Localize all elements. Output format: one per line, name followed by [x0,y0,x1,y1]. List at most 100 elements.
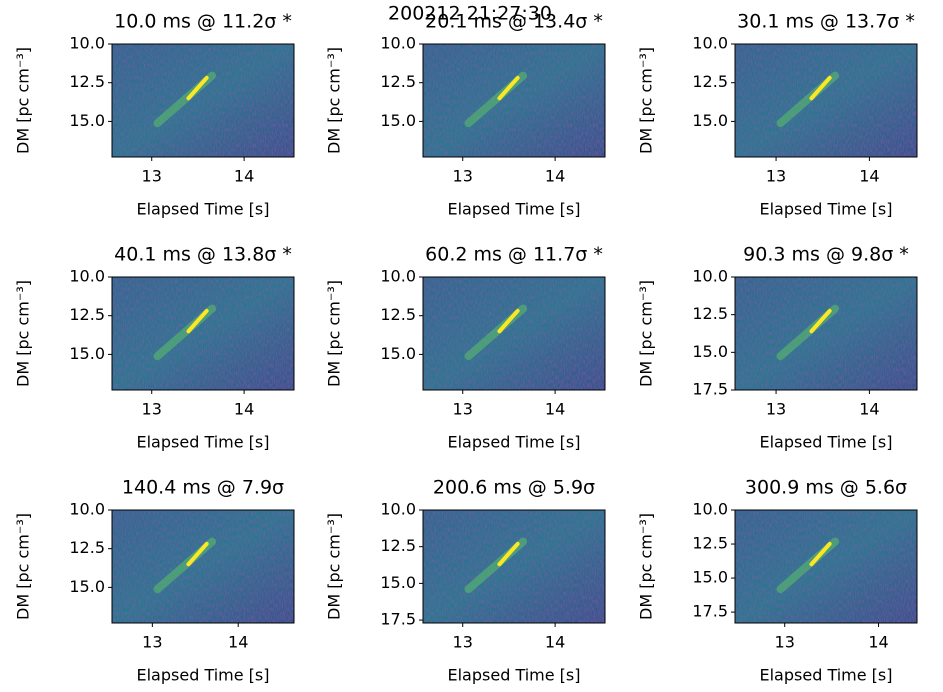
plot-frame [111,43,295,158]
plot-frame [422,276,606,391]
plot-frame [111,509,295,624]
chart-title: 200.6 ms @ 5.9σ [433,477,595,499]
chart-title: 40.1 ms @ 13.8σ * [114,244,292,266]
heatmap-noise [423,277,605,390]
x-axis-label: Elapsed Time [s] [760,666,893,685]
heatmap-noise [112,44,294,157]
x-tick-label: 14 [234,167,254,186]
plot-frame [422,509,606,624]
y-axis-label: DM [pc cm⁻³] [325,280,344,387]
heatmap-noise [112,277,294,390]
y-tick-label: 10.0 [692,34,728,53]
y-tick-label: 12.5 [380,536,416,555]
suptitle: 200212 21:27:30 [388,3,552,25]
heatmap-noise [423,44,605,157]
x-axis-label: Elapsed Time [s] [760,200,893,219]
y-tick-label: 12.5 [69,538,105,557]
y-tick-label: 12.5 [380,305,416,324]
x-tick-label: 13 [766,167,786,186]
y-tick-label: 15.0 [692,111,728,130]
chart-title: 140.4 ms @ 7.9σ [122,477,284,499]
x-tick-label: 13 [142,167,162,186]
y-tick-label: 17.5 [692,602,728,621]
chart-title: 60.2 ms @ 11.7σ * [425,244,603,266]
plot-frame [422,43,606,158]
signal-streak [497,75,520,101]
signal-streak [809,541,832,567]
x-tick-label: 14 [859,400,879,419]
x-tick-label: 13 [142,400,162,419]
y-tick-label: 17.5 [380,610,416,629]
heatmap-noise [735,277,917,390]
x-axis-label: Elapsed Time [s] [137,200,270,219]
x-tick-label: 13 [766,400,786,419]
plot-frame [111,276,295,391]
heatmap-noise [423,510,605,623]
y-tick-label: 12.5 [69,72,105,91]
chart-title: 10.0 ms @ 11.2σ * [114,11,292,33]
x-axis-label: Elapsed Time [s] [448,200,581,219]
y-tick-label: 12.5 [692,534,728,553]
y-tick-label: 10.0 [692,500,728,519]
y-axis-label: DM [pc cm⁻³] [325,513,344,620]
x-tick-label: 13 [453,167,473,186]
y-tick-label: 10.0 [69,34,105,53]
y-tick-label: 15.0 [69,344,105,363]
signal-streak [497,308,520,334]
y-tick-label: 12.5 [692,72,728,91]
x-tick-label: 14 [234,400,254,419]
x-tick-label: 13 [453,400,473,419]
y-tick-label: 10.0 [69,267,105,286]
y-axis-label: DM [pc cm⁻³] [637,513,656,620]
chart-title: 30.1 ms @ 13.7σ * [737,11,915,33]
y-tick-label: 12.5 [692,304,728,323]
x-tick-label: 14 [545,400,565,419]
y-tick-label: 15.0 [380,344,416,363]
y-tick-label: 10.0 [380,267,416,286]
x-tick-label: 14 [859,167,879,186]
signal-streak [809,308,832,334]
y-tick-label: 15.0 [380,111,416,130]
y-tick-label: 15.0 [692,342,728,361]
x-tick-label: 14 [228,633,248,652]
x-tick-label: 13 [775,633,795,652]
signal-streak [186,308,209,334]
x-tick-label: 14 [545,633,565,652]
y-tick-label: 15.0 [69,577,105,596]
y-axis-label: DM [pc cm⁻³] [325,47,344,154]
heatmap-noise [735,510,917,623]
heatmap-noise [112,510,294,623]
signal-streak [186,75,209,101]
y-tick-label: 10.0 [69,500,105,519]
plot-frame [734,276,918,391]
y-tick-label: 15.0 [380,573,416,592]
x-axis-label: Elapsed Time [s] [760,433,893,452]
chart-title: 20.1 ms @ 13.4σ * [425,11,603,33]
x-axis-label: Elapsed Time [s] [137,666,270,685]
x-tick-label: 13 [453,633,473,652]
y-tick-label: 10.0 [380,500,416,519]
y-tick-label: 15.0 [69,111,105,130]
chart-title: 300.9 ms @ 5.6σ [745,477,907,499]
y-axis-label: DM [pc cm⁻³] [14,280,33,387]
y-tick-label: 10.0 [692,267,728,286]
y-axis-label: DM [pc cm⁻³] [637,280,656,387]
x-tick-label: 14 [868,633,888,652]
y-axis-label: DM [pc cm⁻³] [637,47,656,154]
x-tick-label: 13 [142,633,162,652]
x-axis-label: Elapsed Time [s] [137,433,270,452]
y-tick-label: 17.5 [692,380,728,399]
signal-streak [186,541,209,567]
chart-title: 90.3 ms @ 9.8σ * [743,244,909,266]
plot-frame [734,509,918,624]
x-axis-label: Elapsed Time [s] [448,433,581,452]
y-axis-label: DM [pc cm⁻³] [14,513,33,620]
heatmap-noise [735,44,917,157]
y-tick-label: 10.0 [380,34,416,53]
y-tick-label: 15.0 [692,568,728,587]
y-tick-label: 12.5 [380,72,416,91]
x-axis-label: Elapsed Time [s] [448,666,581,685]
x-tick-label: 14 [545,167,565,186]
signal-streak [497,541,520,567]
